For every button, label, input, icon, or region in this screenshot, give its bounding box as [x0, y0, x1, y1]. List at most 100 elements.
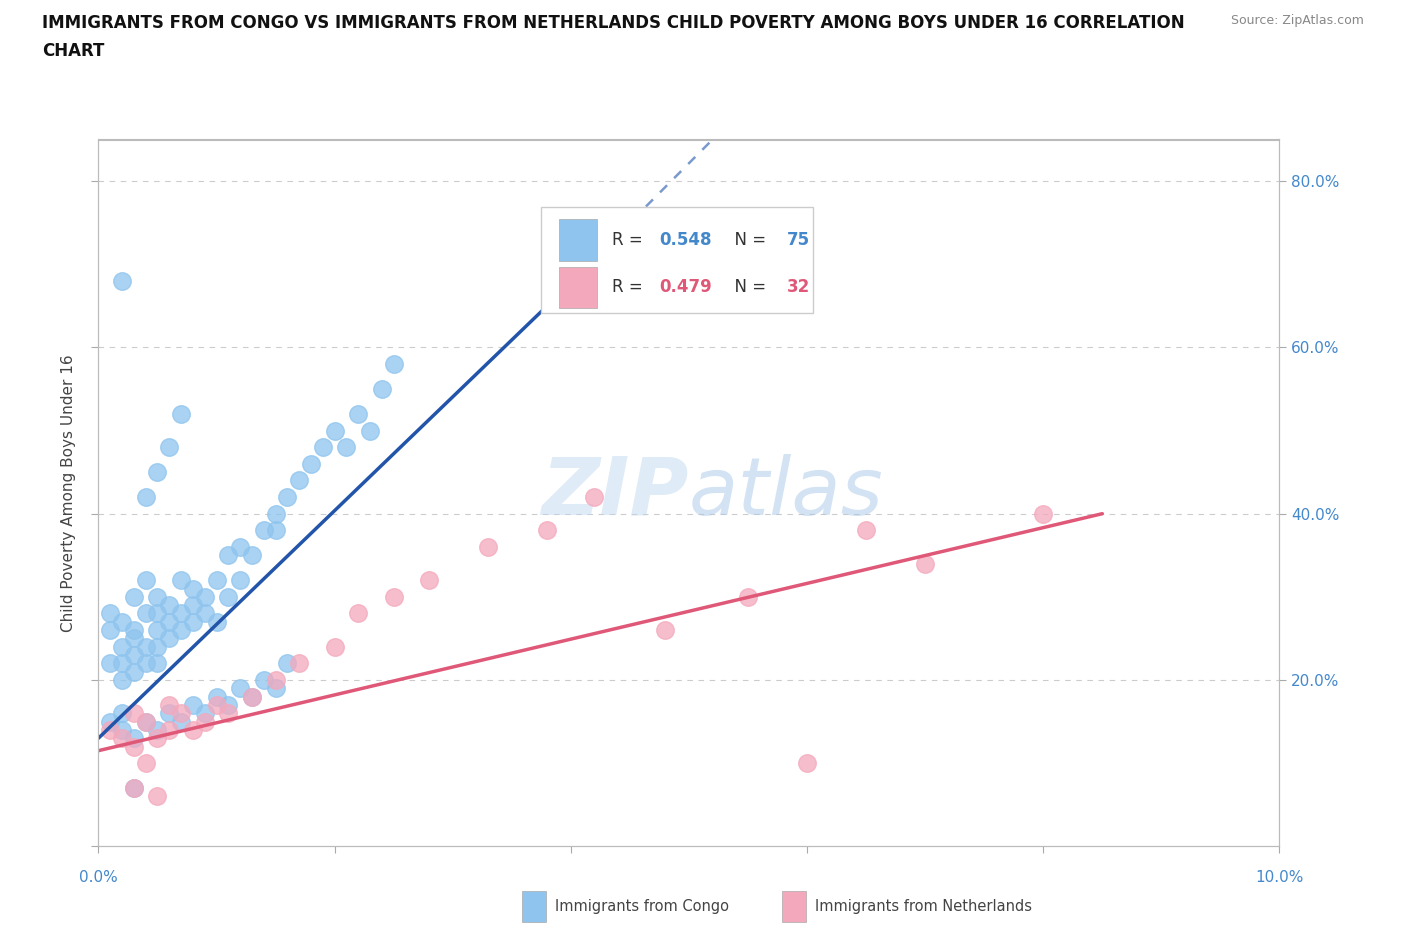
Point — [276, 489, 298, 504]
Point — [146, 465, 169, 480]
Point — [359, 423, 381, 438]
Point — [181, 723, 204, 737]
Point — [371, 381, 394, 396]
Point — [312, 440, 335, 455]
Point — [157, 631, 180, 645]
Point — [335, 440, 357, 455]
Text: IMMIGRANTS FROM CONGO VS IMMIGRANTS FROM NETHERLANDS CHILD POVERTY AMONG BOYS UN: IMMIGRANTS FROM CONGO VS IMMIGRANTS FROM… — [42, 14, 1185, 32]
Text: 32: 32 — [787, 278, 810, 297]
Point — [240, 689, 263, 704]
Point — [157, 598, 180, 613]
Point — [382, 356, 405, 371]
Text: 0.548: 0.548 — [659, 231, 711, 249]
Point — [157, 723, 180, 737]
Text: atlas: atlas — [689, 454, 884, 532]
Point — [98, 623, 121, 638]
Text: N =: N = — [724, 278, 772, 297]
Point — [347, 606, 370, 621]
Point — [382, 590, 405, 604]
Text: 0.0%: 0.0% — [79, 870, 118, 884]
Point — [276, 656, 298, 671]
Text: Immigrants from Congo: Immigrants from Congo — [555, 899, 730, 914]
Point — [253, 523, 276, 538]
Point — [418, 573, 440, 588]
Point — [229, 681, 252, 696]
Point — [205, 698, 228, 712]
Point — [205, 573, 228, 588]
Point — [205, 689, 228, 704]
Point — [288, 473, 311, 488]
Point — [98, 656, 121, 671]
Point — [264, 523, 287, 538]
Point — [583, 489, 606, 504]
Point — [122, 631, 145, 645]
Point — [111, 656, 134, 671]
Point — [111, 639, 134, 654]
Point — [170, 573, 193, 588]
FancyBboxPatch shape — [560, 219, 596, 260]
Point — [217, 548, 239, 563]
Point — [135, 656, 157, 671]
Point — [146, 789, 169, 804]
Point — [111, 273, 134, 288]
Point — [98, 714, 121, 729]
Point — [323, 423, 346, 438]
Point — [135, 606, 157, 621]
Point — [111, 672, 134, 687]
Text: 75: 75 — [787, 231, 810, 249]
Point — [181, 615, 204, 630]
Point — [323, 639, 346, 654]
Point — [111, 706, 134, 721]
Point — [914, 556, 936, 571]
Point — [181, 698, 204, 712]
Point — [146, 723, 169, 737]
Point — [737, 590, 759, 604]
Point — [157, 615, 180, 630]
Text: CHART: CHART — [42, 42, 104, 60]
Text: Immigrants from Netherlands: Immigrants from Netherlands — [815, 899, 1032, 914]
Point — [240, 689, 263, 704]
Text: 10.0%: 10.0% — [1256, 870, 1303, 884]
Point — [98, 723, 121, 737]
Point — [157, 698, 180, 712]
Point — [135, 714, 157, 729]
Point — [135, 714, 157, 729]
Point — [217, 706, 239, 721]
Text: R =: R = — [612, 278, 648, 297]
Point — [146, 606, 169, 621]
Point — [146, 590, 169, 604]
Point — [536, 523, 558, 538]
FancyBboxPatch shape — [560, 267, 596, 308]
Text: N =: N = — [724, 231, 772, 249]
Point — [170, 406, 193, 421]
Point — [477, 539, 499, 554]
Point — [146, 731, 169, 746]
Point — [122, 739, 145, 754]
Point — [135, 639, 157, 654]
Point — [122, 706, 145, 721]
Point — [146, 639, 169, 654]
Point — [194, 590, 217, 604]
Point — [111, 615, 134, 630]
Point — [122, 664, 145, 679]
Point — [122, 590, 145, 604]
Point — [122, 780, 145, 795]
Y-axis label: Child Poverty Among Boys Under 16: Child Poverty Among Boys Under 16 — [60, 354, 76, 631]
Point — [240, 548, 263, 563]
Point — [181, 581, 204, 596]
Point — [264, 506, 287, 521]
Text: ZIP: ZIP — [541, 454, 689, 532]
Point — [111, 723, 134, 737]
Point — [217, 698, 239, 712]
Point — [122, 780, 145, 795]
Point — [181, 598, 204, 613]
Point — [229, 573, 252, 588]
Point — [170, 714, 193, 729]
Point — [194, 606, 217, 621]
Point — [157, 706, 180, 721]
Point — [111, 731, 134, 746]
Text: Source: ZipAtlas.com: Source: ZipAtlas.com — [1230, 14, 1364, 27]
Point — [229, 539, 252, 554]
Point — [135, 489, 157, 504]
Point — [98, 606, 121, 621]
